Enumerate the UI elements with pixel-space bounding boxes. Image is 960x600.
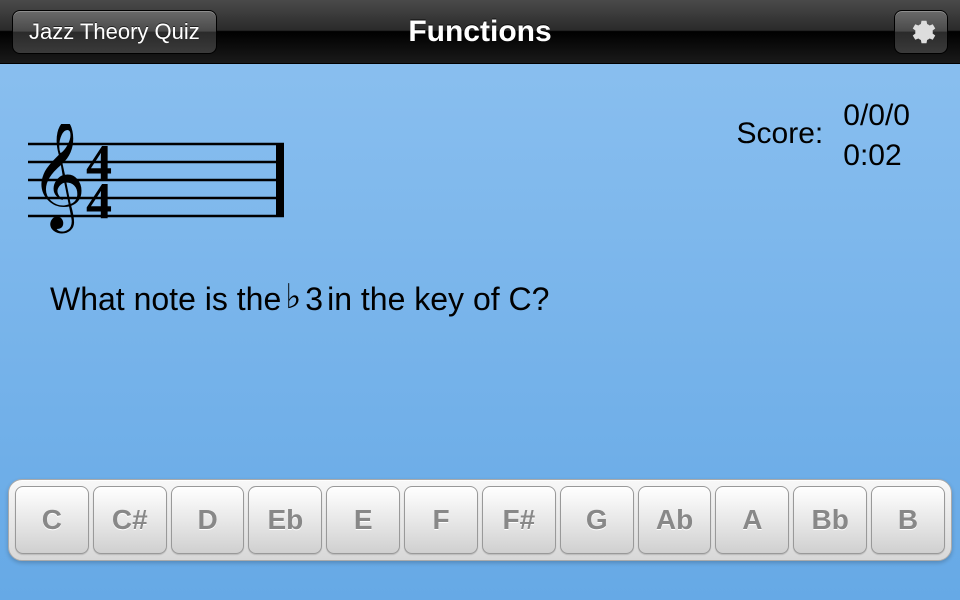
- settings-button[interactable]: [894, 10, 948, 54]
- key-d[interactable]: D: [171, 486, 245, 554]
- key-b[interactable]: B: [871, 486, 945, 554]
- music-staff: 𝄞 4 4: [28, 124, 288, 224]
- titlebar: Jazz Theory Quiz Functions: [0, 0, 960, 64]
- question-degree: 3: [305, 281, 323, 318]
- score-counts: 0/0/0: [843, 99, 910, 133]
- score-values: 0/0/0 0:02: [843, 99, 910, 173]
- key-a-flat[interactable]: Ab: [638, 486, 712, 554]
- score-area: Score: 0/0/0 0:02: [737, 99, 910, 173]
- content-area: 𝄞 4 4 Score: 0/0/0 0:02 What note is the…: [0, 64, 960, 600]
- answer-keyboard: C C# D Eb E F F# G Ab A Bb B: [8, 479, 952, 561]
- gear-icon: [906, 17, 936, 47]
- page-title: Functions: [408, 15, 551, 49]
- question-prefix: What note is the: [50, 281, 281, 318]
- question-suffix: in the key of C?: [327, 281, 549, 318]
- key-g[interactable]: G: [560, 486, 634, 554]
- back-button[interactable]: Jazz Theory Quiz: [12, 10, 217, 54]
- key-e-flat[interactable]: Eb: [248, 486, 322, 554]
- flat-symbol: ♭: [285, 277, 301, 317]
- key-a[interactable]: A: [715, 486, 789, 554]
- score-label: Score:: [737, 99, 824, 151]
- key-f-sharp[interactable]: F#: [482, 486, 556, 554]
- question-text: What note is the ♭ 3 in the key of C?: [50, 279, 549, 319]
- key-e[interactable]: E: [326, 486, 400, 554]
- key-c-sharp[interactable]: C#: [93, 486, 167, 554]
- score-time: 0:02: [843, 139, 910, 173]
- svg-text:𝄞: 𝄞: [30, 124, 86, 234]
- key-f[interactable]: F: [404, 486, 478, 554]
- key-b-flat[interactable]: Bb: [793, 486, 867, 554]
- svg-text:4: 4: [86, 173, 112, 230]
- key-c[interactable]: C: [15, 486, 89, 554]
